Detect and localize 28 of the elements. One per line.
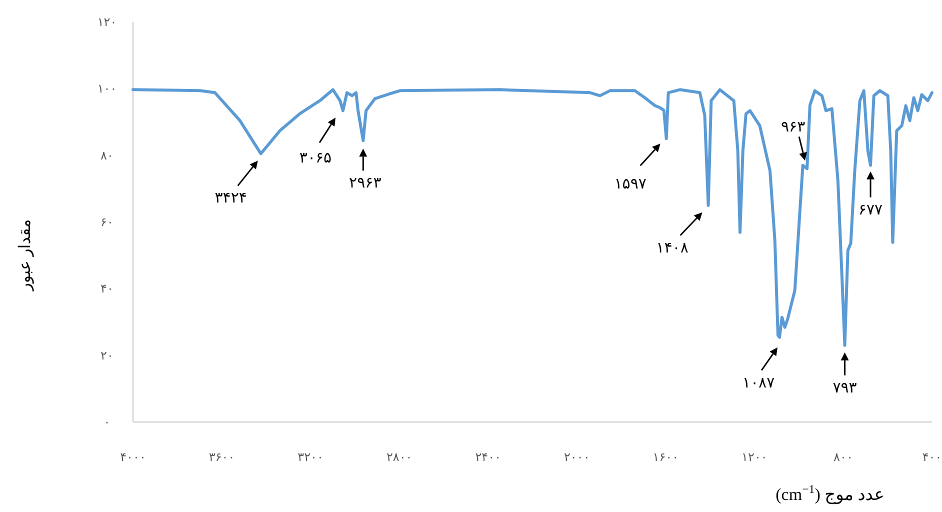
x-tick-label: ۲۸۰۰	[386, 450, 412, 464]
x-tick-label: ۴۰۰۰	[120, 450, 146, 464]
annotation: ۲۹۶۳	[349, 176, 382, 192]
annotation: ۳۴۲۴	[214, 190, 247, 207]
x-tick-label: ۱۲۰۰	[742, 450, 768, 464]
annotation: ۱۴۰۸	[656, 240, 688, 256]
x-tick-label: ۳۶۰۰	[208, 450, 235, 464]
annotation: ۱۵۹۷	[614, 176, 646, 193]
annotation: ۹۶۳	[780, 120, 806, 136]
x-tick-label: ۸۰۰	[834, 450, 853, 464]
y-tick-label: ۱۲۰	[97, 15, 117, 29]
x-tick-label: ۳۲۰۰	[298, 450, 324, 464]
y-tick-label: ۰	[104, 415, 110, 429]
x-tick-label: ۲۴۰۰	[475, 450, 501, 464]
x-tick-label: ۲۰۰۰	[564, 450, 590, 464]
line-series	[132, 88, 934, 347]
y-tick-label: ۲۰	[100, 348, 114, 362]
x-tick-label: ۴۰۰	[922, 450, 942, 464]
x-tick-label: ۱۶۰۰	[652, 450, 679, 464]
annotation: ۳۰۶۵	[299, 150, 332, 167]
annotation: ۶۷۷	[858, 202, 883, 218]
annotation: ۷۹۳	[832, 380, 857, 396]
y-tick-label: ۸۰	[100, 148, 114, 162]
y-tick-label: ۶۰	[100, 215, 114, 229]
annotation: ۱۰۸۷	[742, 375, 775, 392]
y-tick-label: ۴۰	[100, 282, 114, 296]
y-tick-label: ۱۰۰	[97, 82, 117, 96]
y-axis-title: مقدار عبور	[17, 219, 34, 292]
